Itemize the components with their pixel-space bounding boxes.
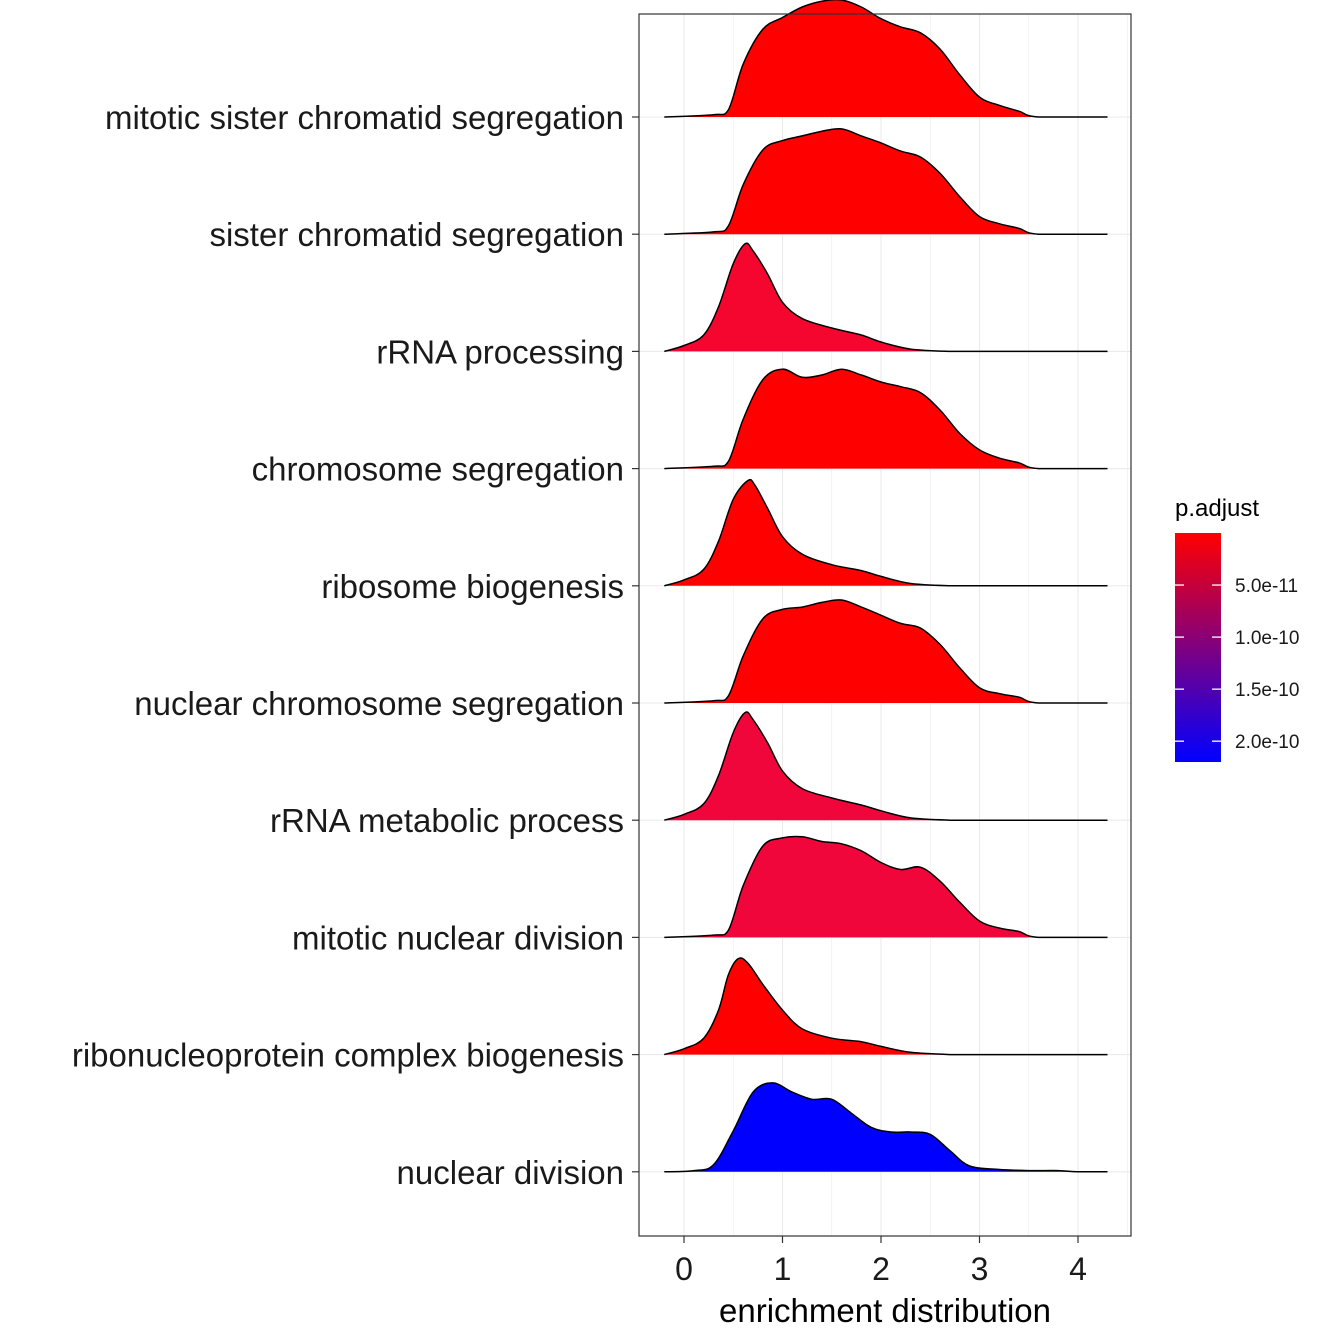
ridge-fill-ribonucleoprotein-complex-biogenesis bbox=[664, 957, 1108, 1055]
ridge-outline-rrna-processing bbox=[664, 242, 1108, 353]
y-axis-labels: mitotic sister chromatid segregation sist… bbox=[72, 99, 639, 1191]
ridge-fill-ribosome-biogenesis bbox=[664, 479, 1108, 586]
y-label-mitotic-nuclear-division: mitotic nuclear division bbox=[292, 919, 624, 956]
ridge-fill-mitotic-nuclear-division bbox=[664, 836, 1108, 938]
y-label-nuclear-division: nuclear division bbox=[397, 1154, 624, 1191]
y-label-nuclear-chromosome-segregation: nuclear chromosome segregation bbox=[134, 685, 624, 722]
legend-title: p.adjust bbox=[1175, 495, 1259, 522]
ridge-outline-nuclear-chromosome-segregation bbox=[664, 599, 1108, 704]
density-ridges bbox=[664, 0, 1108, 1173]
y-label-chromosome-segregation: chromosome segregation bbox=[252, 451, 624, 488]
legend-tick-label: 5.0e-11 bbox=[1235, 576, 1298, 597]
x-tick-label-3: 3 bbox=[971, 1251, 989, 1287]
legend-tick-label: 1.5e-10 bbox=[1235, 680, 1299, 701]
y-label-ribosome-biogenesis: ribosome biogenesis bbox=[321, 568, 624, 605]
ridge-fill-mitotic-sister-chromatid-segregation bbox=[664, 0, 1108, 118]
x-tick-label-4: 4 bbox=[1069, 1251, 1087, 1287]
ridge-outline-ribosome-biogenesis bbox=[664, 478, 1108, 587]
ridge-fill-nuclear-division bbox=[664, 1082, 1108, 1172]
x-axis-title: enrichment distribution bbox=[719, 1292, 1051, 1329]
legend-tick-label: 1.0e-10 bbox=[1235, 628, 1299, 649]
ridge-fill-rrna-processing bbox=[664, 243, 1108, 352]
panel-border bbox=[638, 13, 1132, 1237]
legend-tick-label: 2.0e-10 bbox=[1235, 732, 1299, 753]
y-label-mitotic-sister-chromatid-segregation: mitotic sister chromatid segregation bbox=[105, 99, 624, 136]
ridge-fill-chromosome-segregation bbox=[664, 369, 1108, 469]
y-label-rrna-metabolic-process: rRNA metabolic process bbox=[270, 802, 624, 839]
x-axis: 0 1 2 3 4 bbox=[675, 1236, 1087, 1287]
x-tick-label-2: 2 bbox=[872, 1251, 890, 1287]
ridge-outline-sister-chromatid-segregation bbox=[664, 127, 1108, 235]
x-tick-label-0: 0 bbox=[675, 1251, 693, 1287]
ridge-outline-chromosome-segregation bbox=[664, 368, 1108, 470]
y-label-sister-chromatid-segregation: sister chromatid segregation bbox=[209, 216, 624, 253]
x-tick-label-1: 1 bbox=[774, 1251, 792, 1287]
ridge-outline-rrna-metabolic-process bbox=[664, 711, 1108, 821]
ridge-outline-ribonucleoprotein-complex-biogenesis bbox=[664, 957, 1108, 1056]
y-label-ribonucleoprotein-complex-biogenesis: ribonucleoprotein complex biogenesis bbox=[72, 1037, 624, 1074]
ridge-fill-sister-chromatid-segregation bbox=[664, 128, 1108, 235]
ridge-outline-nuclear-division bbox=[664, 1082, 1108, 1173]
legend-colorbar bbox=[1175, 533, 1221, 762]
y-label-rrna-processing: rRNA processing bbox=[376, 333, 624, 370]
color-legend: p.adjust 5.0e-11 1.0e-10 1.5e-10 2.0e-10 bbox=[1175, 495, 1299, 762]
legend-ticks: 5.0e-11 1.0e-10 1.5e-10 2.0e-10 bbox=[1175, 576, 1299, 753]
ridge-fill-rrna-metabolic-process bbox=[664, 711, 1108, 821]
ridge-fill-nuclear-chromosome-segregation bbox=[664, 599, 1108, 703]
ridge-outline-mitotic-nuclear-division bbox=[664, 835, 1108, 939]
